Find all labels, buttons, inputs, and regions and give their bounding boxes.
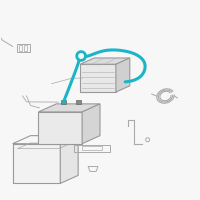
Polygon shape: [60, 136, 78, 183]
Polygon shape: [38, 104, 100, 112]
Polygon shape: [80, 58, 130, 64]
Bar: [61, 100, 66, 104]
Polygon shape: [13, 144, 60, 183]
Polygon shape: [116, 58, 130, 92]
Bar: [82, 146, 102, 150]
Polygon shape: [80, 64, 116, 92]
Bar: [74, 145, 110, 152]
Bar: [24, 45, 27, 51]
Polygon shape: [38, 112, 82, 144]
Bar: [19, 45, 22, 51]
Bar: [76, 100, 81, 104]
Polygon shape: [82, 104, 100, 144]
Bar: [17, 44, 30, 52]
